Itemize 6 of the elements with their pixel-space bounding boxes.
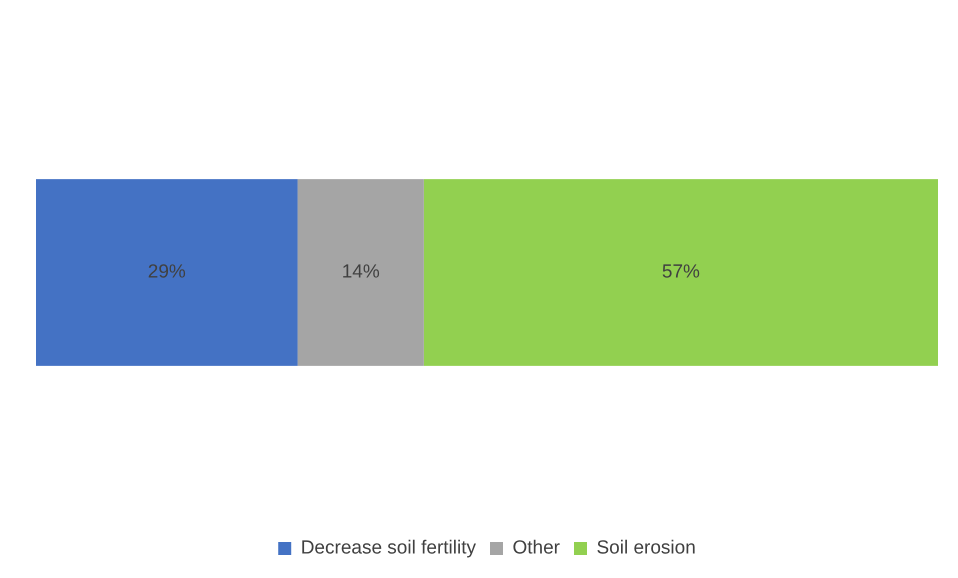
legend-label: Soil erosion — [596, 538, 696, 559]
legend-label: Decrease soil fertility — [300, 538, 476, 559]
data-label: 57% — [662, 262, 700, 283]
data-label: 14% — [342, 262, 380, 283]
legend-label: Other — [512, 538, 561, 559]
data-label: 29% — [148, 262, 186, 283]
